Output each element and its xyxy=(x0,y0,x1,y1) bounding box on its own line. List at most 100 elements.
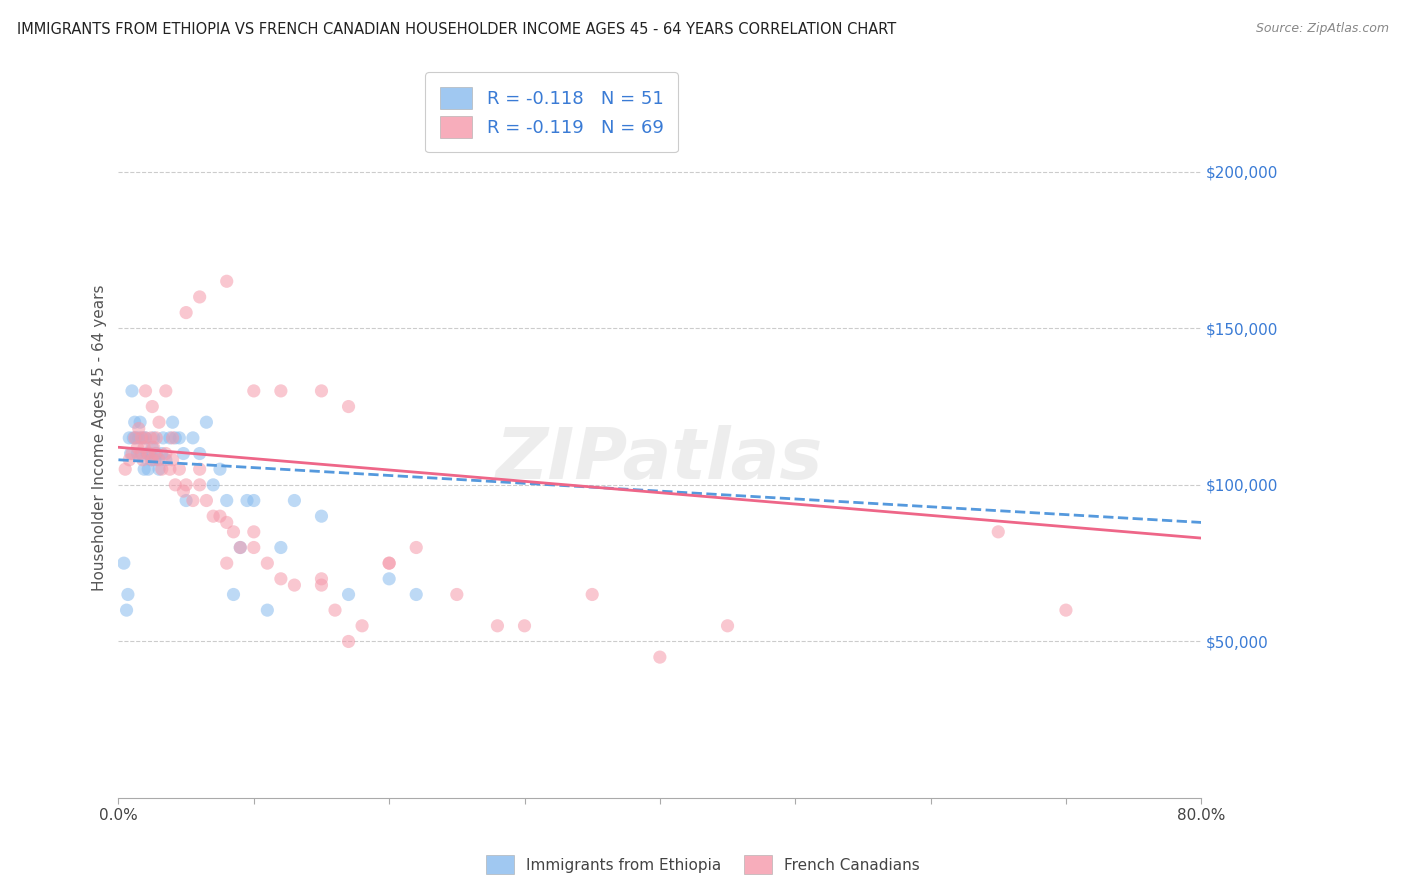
Point xyxy=(142,431,165,445)
Point xyxy=(132,452,155,467)
Point xyxy=(405,541,427,555)
Point xyxy=(131,431,153,445)
Point xyxy=(283,578,305,592)
Point xyxy=(148,415,170,429)
Point xyxy=(1054,603,1077,617)
Point xyxy=(378,556,401,570)
Point xyxy=(311,572,333,586)
Point xyxy=(311,509,333,524)
Point xyxy=(513,619,536,633)
Point xyxy=(446,587,468,601)
Point xyxy=(256,556,278,570)
Point xyxy=(215,556,238,570)
Point xyxy=(152,431,174,445)
Point xyxy=(256,603,278,617)
Point xyxy=(162,452,184,467)
Point xyxy=(486,619,509,633)
Point xyxy=(215,493,238,508)
Point xyxy=(165,478,187,492)
Point xyxy=(128,431,150,445)
Point xyxy=(114,462,136,476)
Point xyxy=(236,493,259,508)
Point xyxy=(155,452,177,467)
Point xyxy=(337,400,360,414)
Point xyxy=(181,431,204,445)
Point xyxy=(215,274,238,288)
Point xyxy=(311,578,333,592)
Point xyxy=(141,440,163,454)
Point xyxy=(165,431,187,445)
Point xyxy=(208,509,231,524)
Point xyxy=(155,384,177,398)
Point xyxy=(337,587,360,601)
Point xyxy=(143,446,166,460)
Point xyxy=(378,556,401,570)
Point xyxy=(124,431,146,445)
Point xyxy=(115,603,138,617)
Point xyxy=(215,516,238,530)
Point xyxy=(136,462,159,476)
Point xyxy=(117,587,139,601)
Point xyxy=(128,421,150,435)
Point xyxy=(195,415,218,429)
Legend: Immigrants from Ethiopia, French Canadians: Immigrants from Ethiopia, French Canadia… xyxy=(481,849,925,880)
Point xyxy=(141,452,163,467)
Point xyxy=(134,431,156,445)
Point xyxy=(155,446,177,460)
Point xyxy=(195,493,218,508)
Point xyxy=(188,446,211,460)
Point xyxy=(112,556,135,570)
Point xyxy=(208,462,231,476)
Point xyxy=(118,431,141,445)
Point xyxy=(134,462,156,476)
Point xyxy=(311,384,333,398)
Point xyxy=(148,452,170,467)
Point xyxy=(159,462,181,476)
Point xyxy=(188,478,211,492)
Point xyxy=(337,634,360,648)
Point xyxy=(174,493,197,508)
Point xyxy=(134,431,156,445)
Point xyxy=(143,452,166,467)
Point xyxy=(202,509,225,524)
Point xyxy=(222,587,245,601)
Point xyxy=(118,452,141,467)
Point xyxy=(142,440,165,454)
Point xyxy=(172,446,194,460)
Point xyxy=(243,384,266,398)
Legend: R = -0.118   N = 51, R = -0.119   N = 69: R = -0.118 N = 51, R = -0.119 N = 69 xyxy=(425,72,678,153)
Point xyxy=(129,415,152,429)
Text: Source: ZipAtlas.com: Source: ZipAtlas.com xyxy=(1256,22,1389,36)
Point xyxy=(121,384,143,398)
Point xyxy=(229,541,252,555)
Point xyxy=(987,524,1010,539)
Point xyxy=(172,484,194,499)
Y-axis label: Householder Income Ages 45 - 64 years: Householder Income Ages 45 - 64 years xyxy=(93,285,107,591)
Point xyxy=(132,431,155,445)
Point xyxy=(323,603,346,617)
Point xyxy=(352,619,374,633)
Point xyxy=(222,524,245,539)
Point xyxy=(581,587,603,601)
Point xyxy=(270,384,292,398)
Text: ZIPatlas: ZIPatlas xyxy=(496,425,824,494)
Point xyxy=(181,493,204,508)
Point xyxy=(139,431,162,445)
Point xyxy=(138,446,160,460)
Point xyxy=(145,431,167,445)
Point xyxy=(174,305,197,319)
Point xyxy=(229,541,252,555)
Point xyxy=(122,431,145,445)
Point xyxy=(405,587,427,601)
Point xyxy=(127,446,149,460)
Point xyxy=(378,572,401,586)
Point xyxy=(150,446,173,460)
Point xyxy=(270,572,292,586)
Point xyxy=(169,431,191,445)
Point xyxy=(145,446,167,460)
Point xyxy=(125,431,148,445)
Point xyxy=(134,440,156,454)
Point xyxy=(243,493,266,508)
Point xyxy=(169,462,191,476)
Point xyxy=(121,446,143,460)
